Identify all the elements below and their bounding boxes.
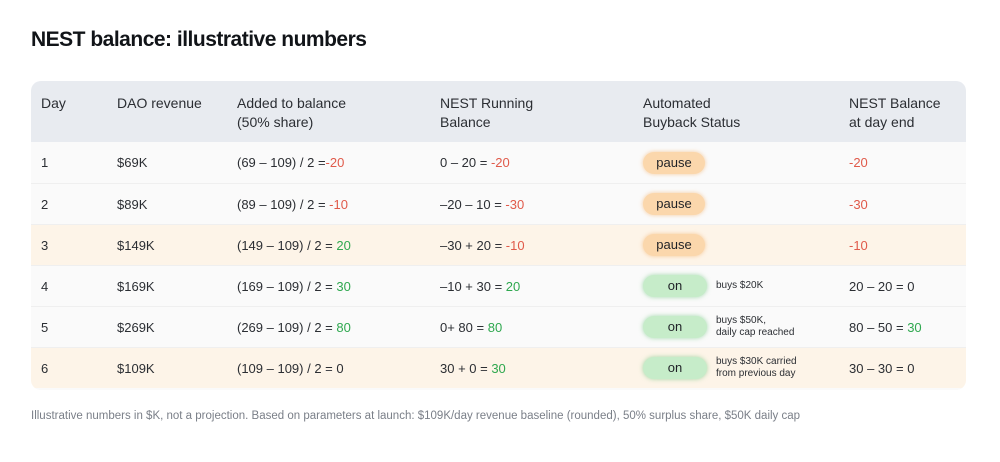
added-cell: (169 – 109) / 2 = 30 (237, 278, 351, 294)
status-badge: pause (643, 151, 705, 174)
status-cell: on buys $50K, daily cap reached (633, 315, 839, 339)
added-cell: (109 – 109) / 2 = 0 (237, 360, 344, 376)
running-cell: –10 + 30 = 20 (440, 278, 521, 294)
status-badge: pause (643, 234, 705, 256)
status-badge: on (643, 357, 707, 379)
revenue-cell: $149K (117, 237, 155, 253)
running-cell: –20 – 10 = -30 (440, 196, 525, 212)
day-cell: 3 (41, 237, 49, 253)
status-cell: on buys $20K (633, 275, 839, 297)
buyback-note: buys $30K carried from previous day (716, 356, 797, 379)
end-balance-cell: 80 – 50 = 30 (849, 319, 922, 335)
table-body: 1 $69K (69 – 109) / 2 =-20 0 – 20 = -20 paus… (31, 142, 966, 388)
added-cell: (149 – 109) / 2 = 20 (237, 237, 351, 253)
table-row: 3 $149K (149 – 109) / 2 = 20 –30 + 20 = -10… (31, 224, 966, 265)
end-balance-cell: 20 – 20 = 0 (849, 278, 915, 294)
added-cell: (69 – 109) / 2 =-20 (237, 155, 345, 170)
revenue-cell: $69K (117, 155, 148, 170)
running-cell: 30 + 0 = 30 (440, 360, 506, 376)
revenue-cell: $269K (117, 319, 155, 335)
status-badge: pause (643, 193, 705, 215)
running-cell: 0+ 80 = 80 (440, 319, 503, 335)
added-cell: (89 – 109) / 2 = -10 (237, 196, 348, 212)
buyback-note: buys $50K, daily cap reached (716, 315, 795, 338)
day-cell: 5 (41, 319, 49, 335)
header-running: NEST Running Balance (440, 95, 534, 130)
page-title: NEST balance: illustrative numbers (31, 28, 367, 51)
day-cell: 6 (41, 360, 49, 376)
table-row: 6 $109K (109 – 109) / 2 = 0 30 + 0 = 30 on bu… (31, 347, 966, 388)
day-cell: 4 (41, 278, 49, 294)
table-row: 1 $69K (69 – 109) / 2 =-20 0 – 20 = -20 paus… (31, 142, 966, 183)
header-day: Day (41, 95, 66, 111)
end-balance-cell: -20 (849, 155, 868, 170)
header-revenue: DAO revenue (117, 95, 202, 111)
header-added: Added to balance (50% share) (237, 95, 346, 130)
running-cell: –30 + 20 = -10 (440, 237, 525, 253)
header-status: Automated Buyback Status (643, 95, 741, 130)
footnote: Illustrative numbers in $K, not a projec… (31, 410, 801, 422)
buyback-note: buys $20K (716, 280, 764, 291)
table-row: 4 $169K (169 – 109) / 2 = 30 –10 + 30 = 20 o… (31, 265, 966, 306)
day-cell: 1 (41, 155, 49, 170)
status-badge: on (643, 275, 707, 297)
table-row: 2 $89K (89 – 109) / 2 = -10 –20 – 10 = -30 p… (31, 183, 966, 224)
running-cell: 0 – 20 = -20 (440, 155, 510, 170)
revenue-cell: $109K (117, 360, 155, 376)
table-header: Day DAO revenue Added to balance (50% sha… (31, 81, 966, 142)
table-row: 5 $269K (269 – 109) / 2 = 80 0+ 80 = 80 on bu… (31, 306, 966, 347)
status-cell: pause (633, 234, 839, 256)
day-cell: 2 (41, 196, 49, 212)
revenue-cell: $89K (117, 196, 148, 212)
status-cell: pause (633, 193, 839, 215)
status-cell: on buys $30K carried from previous day (633, 356, 839, 380)
header-end-balance: NEST Balance at day end (849, 95, 941, 130)
added-cell: (269 – 109) / 2 = 80 (237, 319, 351, 335)
end-balance-cell: 30 – 30 = 0 (849, 360, 915, 376)
status-badge: on (643, 316, 707, 338)
balance-table: Day DAO revenue Added to balance (50% sha… (31, 81, 966, 390)
end-balance-cell: -30 (849, 196, 868, 212)
end-balance-cell: -10 (849, 237, 868, 253)
status-cell: pause (633, 151, 839, 174)
revenue-cell: $169K (117, 278, 155, 294)
